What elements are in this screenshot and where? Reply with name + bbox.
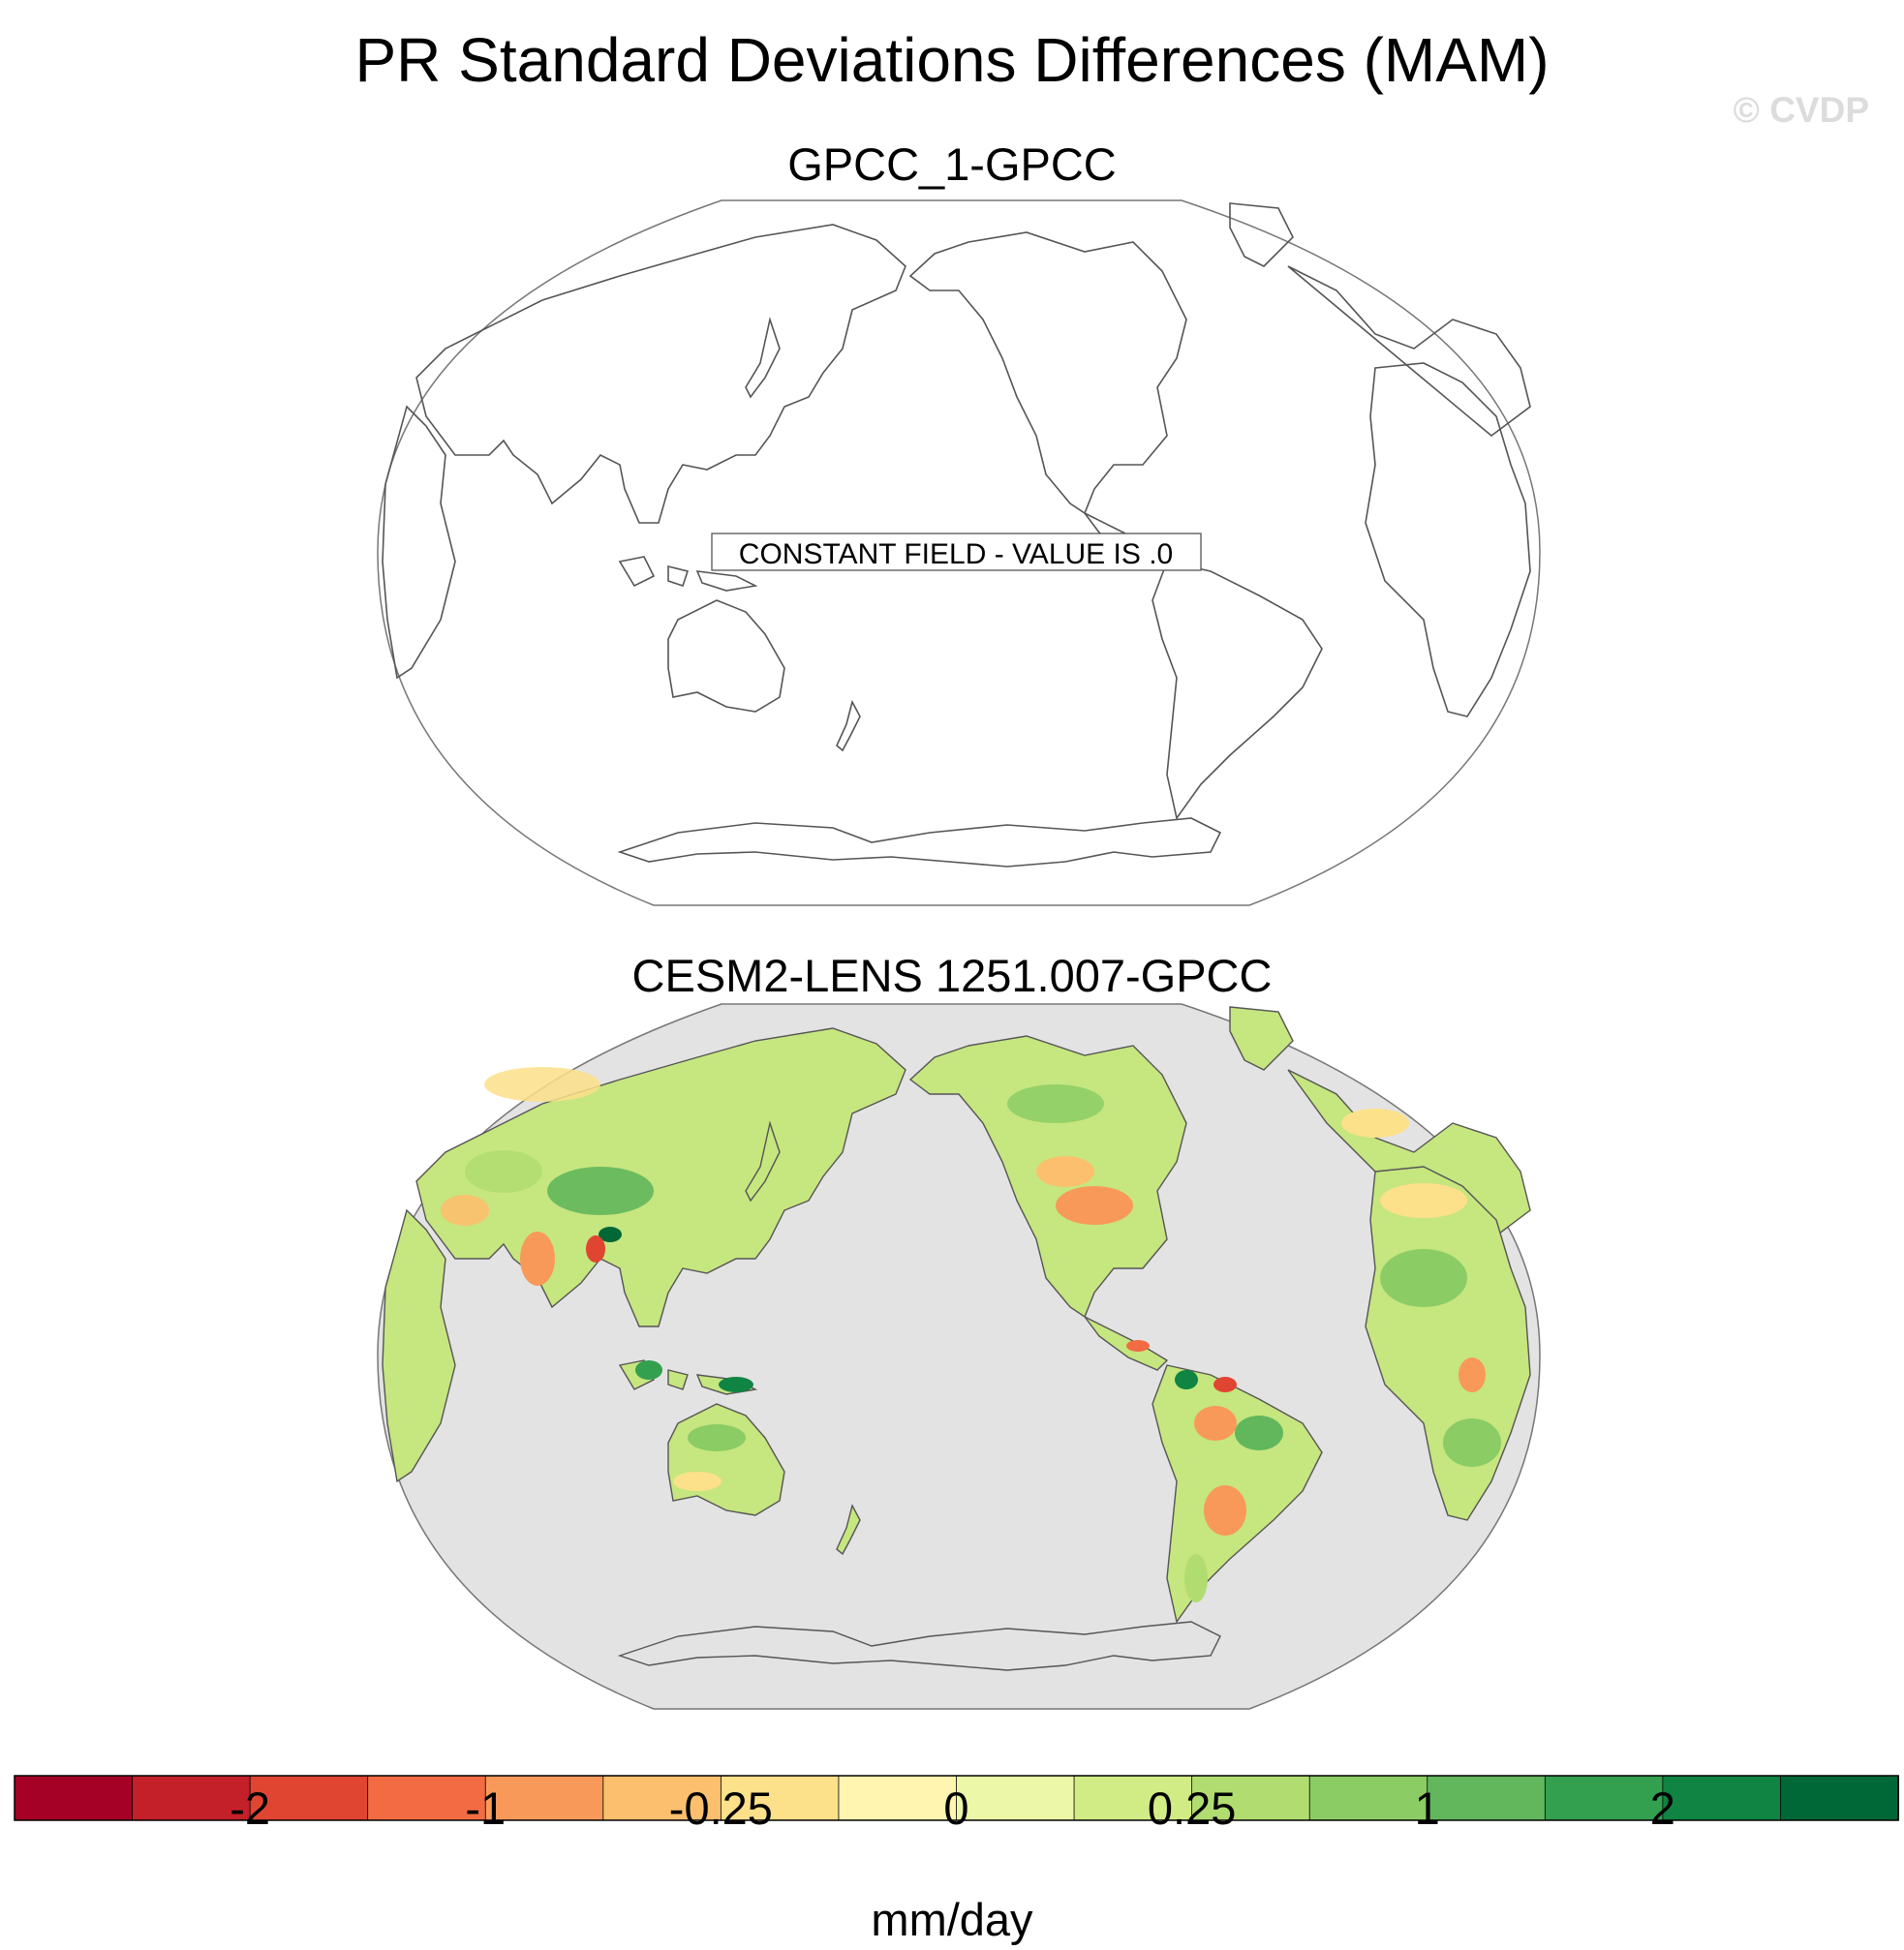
colorbar-tick-label: -0.25 bbox=[624, 1782, 817, 1836]
anomaly-west-africa bbox=[1380, 1249, 1467, 1307]
colorbar-tick-label: 2 bbox=[1566, 1782, 1760, 1836]
anomaly-sahara-yellow bbox=[1380, 1183, 1467, 1218]
anomaly-venezuela-red bbox=[1213, 1377, 1237, 1392]
anomaly-australia-north bbox=[688, 1424, 746, 1451]
constant-field-annotation: CONSTANT FIELD - VALUE IS .0 bbox=[712, 533, 1201, 570]
colorbar-tick-label: -2 bbox=[153, 1782, 347, 1836]
anomaly-new-guinea bbox=[719, 1377, 753, 1392]
panel-2-map bbox=[0, 968, 1904, 1723]
colorbar-tick-label: 1 bbox=[1331, 1782, 1524, 1836]
anomaly-borneo-green bbox=[635, 1360, 662, 1380]
colorbar-tick-label: -1 bbox=[388, 1782, 582, 1836]
anomaly-tibet-green bbox=[547, 1167, 654, 1215]
anomaly-siberia-yellow bbox=[484, 1067, 600, 1102]
anomaly-southern-africa bbox=[1443, 1418, 1501, 1467]
anomaly-us-plains bbox=[1036, 1156, 1094, 1187]
colorbar-box bbox=[15, 1776, 133, 1820]
anomaly-central-america-red bbox=[1126, 1340, 1150, 1352]
constant-field-label: CONSTANT FIELD - VALUE IS .0 bbox=[739, 538, 1173, 570]
anomaly-central-asia bbox=[465, 1150, 542, 1193]
anomaly-india-orange bbox=[520, 1232, 555, 1286]
anomaly-europe bbox=[1341, 1109, 1409, 1138]
colorbar-tick-label: 0.25 bbox=[1095, 1782, 1289, 1836]
anomaly-argentina-orange bbox=[1204, 1485, 1246, 1536]
colorbar-tick-label: 0 bbox=[860, 1782, 1054, 1836]
anomaly-us-midwest bbox=[1056, 1186, 1133, 1225]
anomaly-australia-south bbox=[673, 1472, 722, 1491]
colorbar-units: mm/day bbox=[0, 1893, 1904, 1947]
anomaly-sahel bbox=[441, 1195, 489, 1226]
anomaly-amazon-orange bbox=[1194, 1406, 1237, 1441]
anomaly-patagonia bbox=[1184, 1554, 1208, 1602]
panel-1-map: CONSTANT FIELD - VALUE IS .0 bbox=[0, 0, 1904, 929]
colorbar-box bbox=[1780, 1776, 1898, 1820]
anomaly-east-africa-orange bbox=[1459, 1357, 1486, 1392]
anomaly-colombia-green bbox=[1175, 1370, 1198, 1389]
anomaly-burma-red bbox=[586, 1235, 605, 1263]
anomaly-canada bbox=[1007, 1084, 1104, 1123]
anomaly-brazil-green bbox=[1235, 1416, 1283, 1450]
